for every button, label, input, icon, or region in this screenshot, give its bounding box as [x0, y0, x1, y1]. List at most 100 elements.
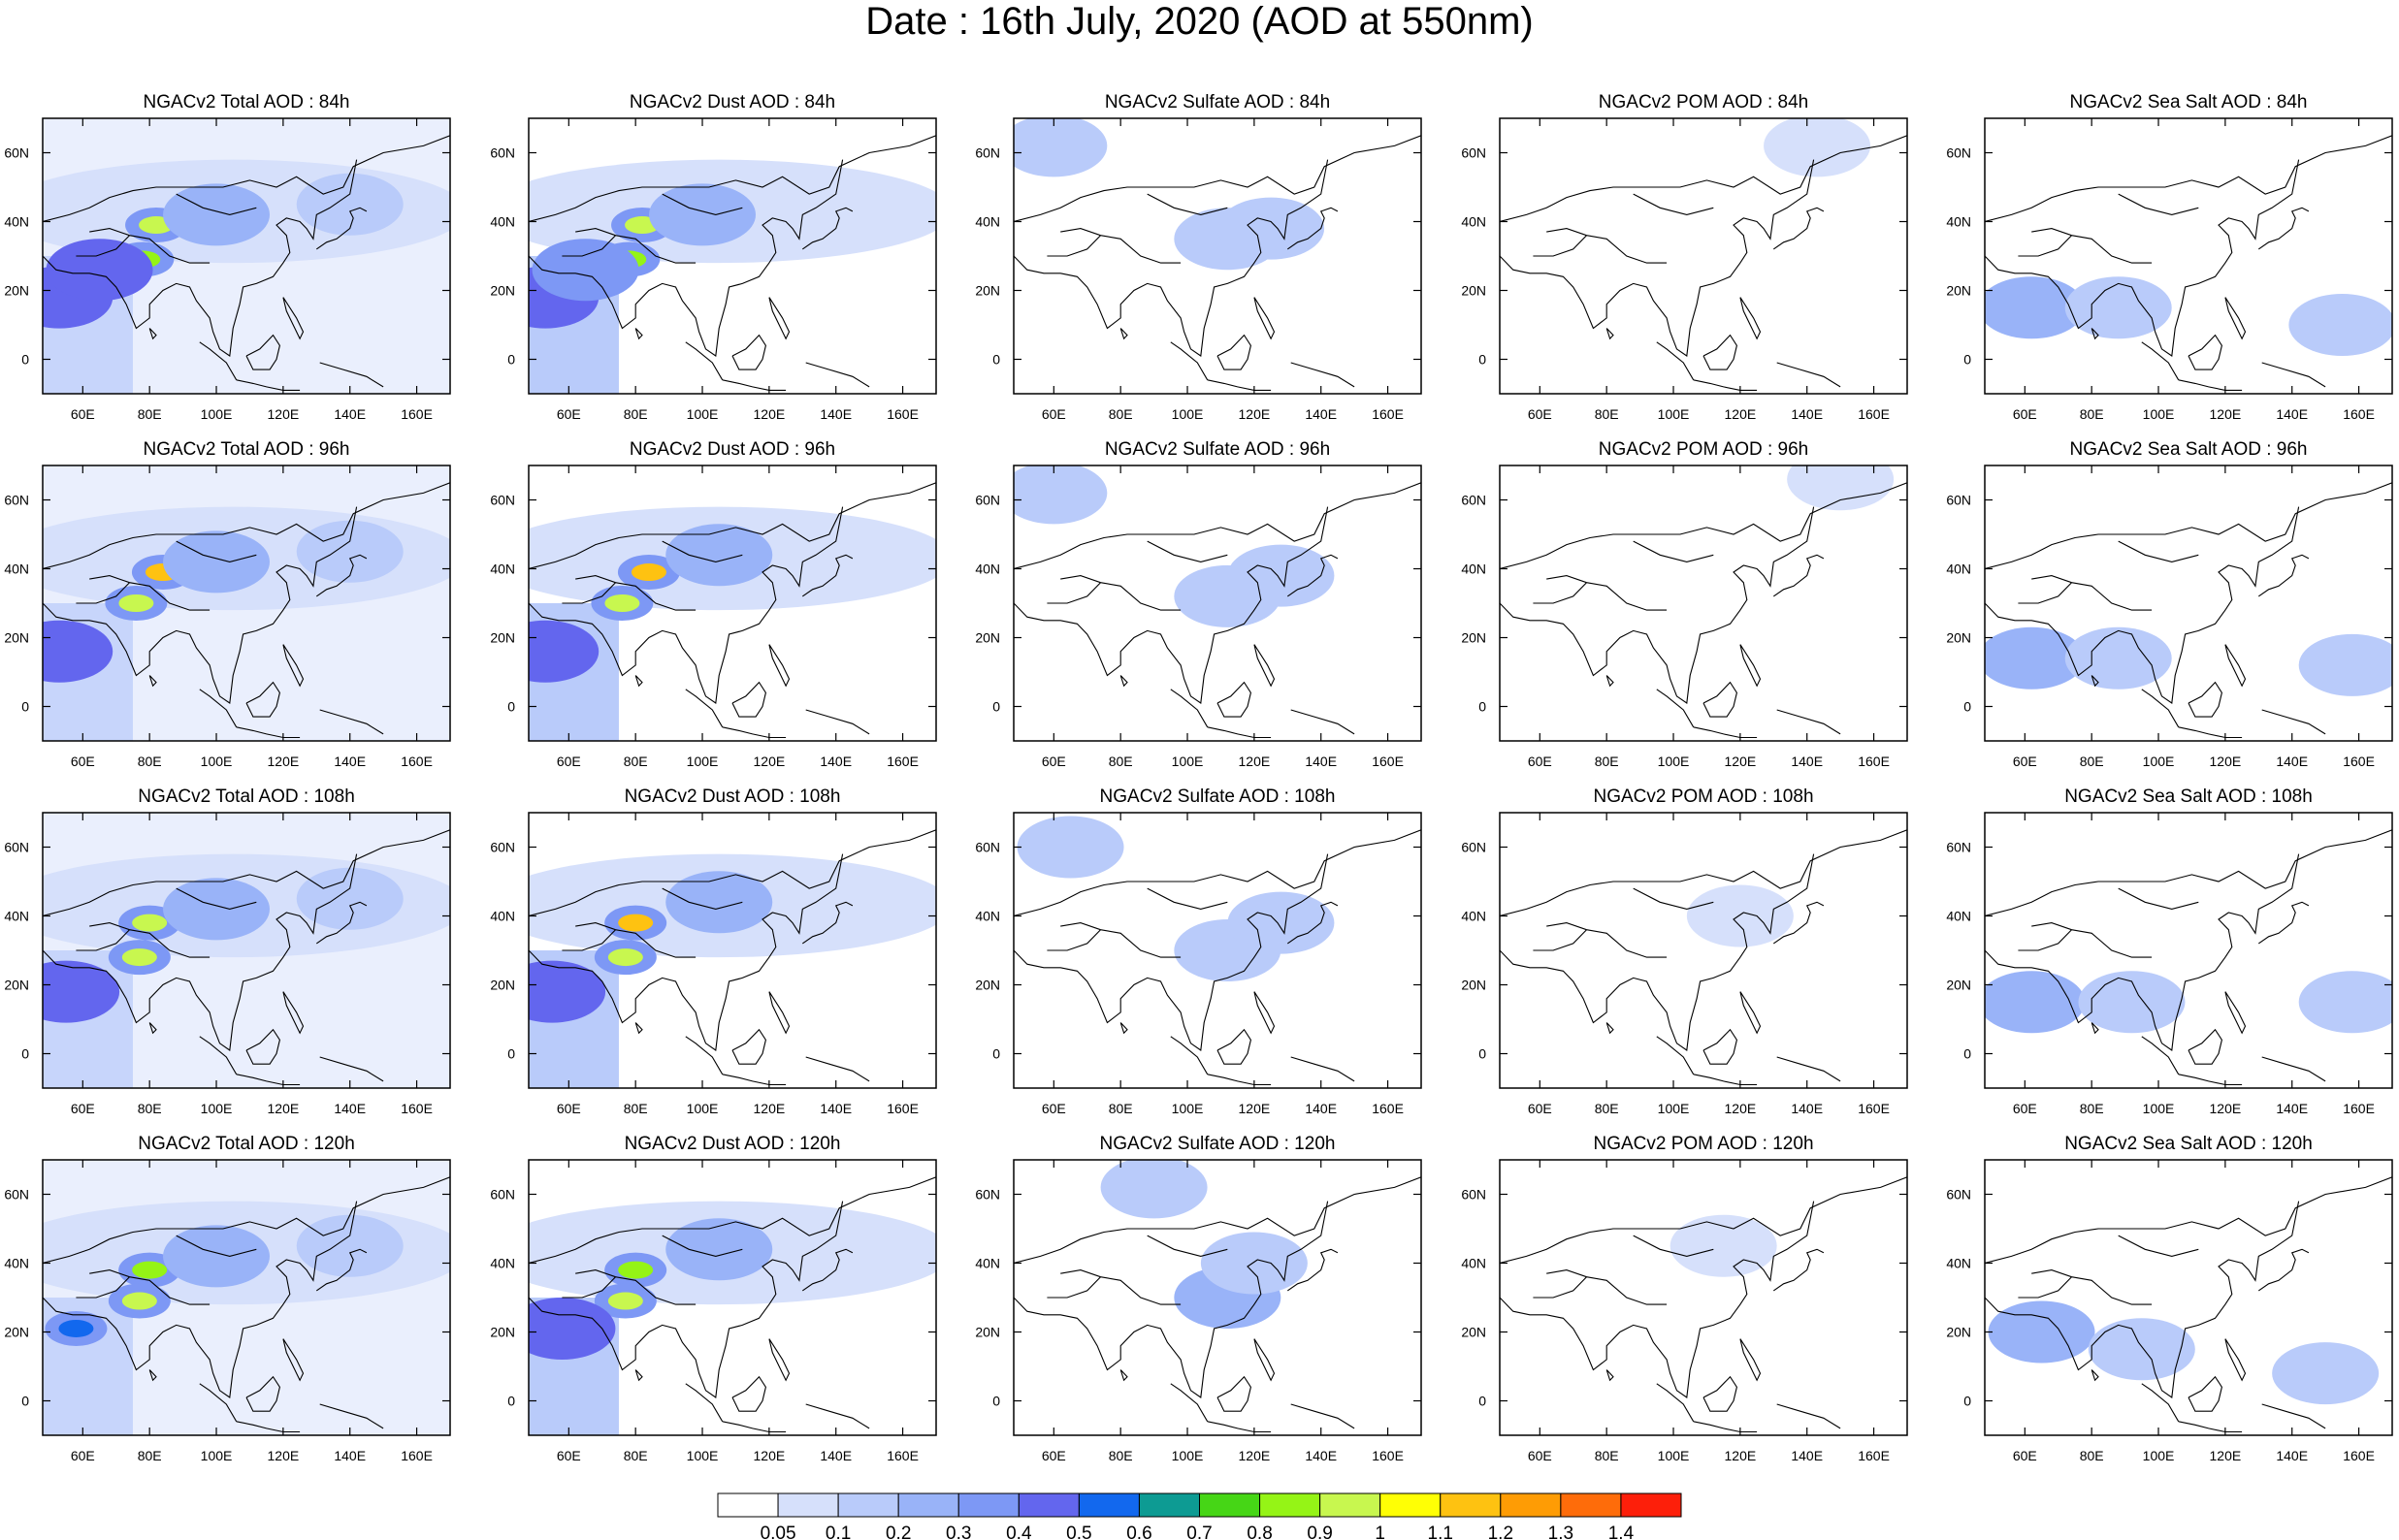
lon-tick-label: 100E [1658, 406, 1690, 422]
lat-tick-label: 20N [490, 1325, 515, 1340]
aod-field [1014, 465, 1335, 627]
coastline [2261, 1056, 2326, 1082]
lon-tick-label: 120E [754, 1101, 786, 1116]
coastline [662, 540, 743, 562]
panel-title: NGACv2 Dust AOD : 120h [625, 1134, 841, 1154]
coastline [1119, 1369, 1128, 1382]
lat-tick-label: 0 [507, 1046, 515, 1062]
coastline [1776, 362, 1841, 388]
lat-tick-label: 0 [21, 1046, 29, 1062]
coastline [1500, 829, 1907, 917]
coastline [282, 644, 305, 688]
lat-tick-label: 60N [4, 493, 29, 508]
map-frame [42, 1159, 451, 1436]
lon-tick-label: 100E [687, 1101, 719, 1116]
aod-field [1985, 971, 2392, 1034]
aod-feature [1787, 465, 1895, 511]
coastline [319, 362, 384, 388]
lat-tick-label: 0 [992, 1046, 1000, 1062]
lon-tick-label: 100E [201, 406, 233, 422]
map-panel: NGACv2 Sulfate AOD : 96h 60E 80E 100E 120E 14… [975, 439, 1422, 769]
lat-tick-label: 0 [1963, 1046, 1971, 1062]
coastline [801, 1248, 854, 1292]
lat-tick-label: 20N [4, 630, 29, 646]
lat-tick-label: 0 [1478, 352, 1486, 368]
aod-feature [1764, 118, 1871, 177]
lon-tick-label: 100E [2143, 754, 2175, 769]
aod-feature [2288, 294, 2392, 356]
lat-tick-label: 0 [1963, 699, 1971, 715]
lon-tick-label: 100E [1172, 754, 1204, 769]
lon-tick-label: 160E [1372, 754, 1404, 769]
coastline [1546, 1269, 1668, 1305]
coastline [1546, 228, 1668, 264]
coastline [43, 1176, 450, 1265]
coastline [529, 853, 844, 1051]
coastline [43, 853, 358, 1051]
coastline [1216, 334, 1251, 370]
coastline [1693, 1074, 1758, 1086]
lat-tick-label: 60N [975, 840, 1000, 855]
lon-tick-label: 60E [557, 1101, 581, 1116]
coastline [1533, 235, 1587, 257]
lon-tick-label: 60E [71, 1448, 95, 1463]
coastline [1985, 1176, 2392, 1265]
coastlines [1985, 829, 2392, 1086]
lat-tick-label: 20N [1461, 283, 1486, 299]
lon-tick-label: 160E [2343, 754, 2375, 769]
lat-tick-label: 0 [1478, 1046, 1486, 1062]
coastline [2178, 726, 2243, 739]
coastline [1290, 709, 1355, 735]
coastline [731, 334, 766, 370]
coastline [2224, 297, 2247, 340]
aod-field [1764, 118, 1871, 177]
coastline [1147, 1235, 1228, 1257]
lon-tick-label: 80E [624, 1101, 648, 1116]
lon-tick-label: 60E [1042, 754, 1066, 769]
lon-tick-label: 120E [754, 406, 786, 422]
coastline [685, 341, 724, 381]
coastline [1500, 159, 1815, 357]
map-frame [1984, 465, 2393, 742]
coastline [148, 1369, 157, 1382]
coastline [2118, 540, 2199, 562]
coastline [1702, 1375, 1737, 1412]
lat-tick-label: 0 [992, 352, 1000, 368]
lat-tick-label: 0 [21, 1394, 29, 1409]
coastline [1170, 341, 1209, 381]
aod-feature [665, 871, 773, 934]
coastline [1047, 235, 1101, 257]
coastline [148, 1022, 157, 1035]
aod-feature [607, 1292, 643, 1310]
coastline [768, 991, 791, 1035]
lon-tick-label: 60E [1042, 1101, 1066, 1116]
coastlines [1500, 482, 1907, 739]
aod-field [1787, 465, 1895, 511]
lon-tick-label: 120E [2210, 406, 2242, 422]
aod-feature [121, 1292, 157, 1310]
coastline [1014, 159, 1329, 357]
lon-tick-label: 140E [1791, 1101, 1823, 1116]
lat-tick-label: 60N [4, 145, 29, 161]
coastline [76, 1276, 130, 1299]
lon-tick-label: 100E [687, 754, 719, 769]
lon-tick-label: 60E [2013, 1101, 2037, 1116]
lat-tick-label: 0 [507, 1394, 515, 1409]
map-panel: NGACv2 Total AOD : 84h 60E 80E 100E 120E 140E… [4, 92, 451, 422]
lon-tick-label: 140E [2276, 754, 2308, 769]
aod-feature [1985, 276, 2086, 339]
coastline [2261, 709, 2326, 735]
lon-tick-label: 80E [1109, 754, 1133, 769]
panel-title: NGACv2 Total AOD : 108h [138, 786, 355, 807]
lon-tick-label: 140E [334, 1101, 366, 1116]
coastlines [43, 135, 450, 391]
lon-tick-label: 80E [1595, 1448, 1619, 1463]
lat-tick-label: 40N [975, 909, 1000, 924]
coastline [43, 1201, 358, 1398]
lon-tick-label: 160E [401, 1101, 433, 1116]
coastline [1253, 297, 1276, 340]
coastline [1060, 1269, 1182, 1305]
coastline [805, 1403, 870, 1429]
coastline [662, 1235, 743, 1257]
lat-tick-label: 60N [1946, 1187, 1971, 1203]
